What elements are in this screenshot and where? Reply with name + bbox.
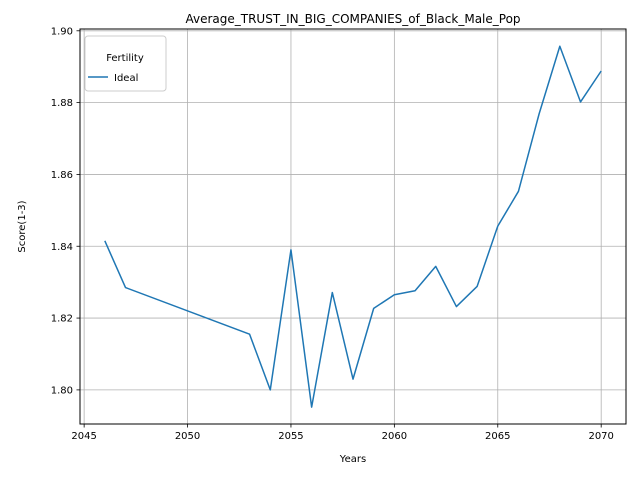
y-tick-label: 1.84	[51, 242, 73, 253]
plot-area-frame	[79, 28, 627, 425]
chart-title: Average_TRUST_IN_BIG_COMPANIES_of_Black_…	[185, 12, 520, 26]
legend: Fertility Ideal	[84, 35, 167, 92]
y-tick-label: 1.88	[51, 98, 73, 109]
x-tick-label: 2050	[175, 431, 200, 442]
y-tick-label: 1.82	[51, 314, 73, 325]
legend-title: Fertility	[106, 53, 144, 64]
x-tick-label: 2065	[485, 431, 510, 442]
series-layer	[104, 45, 602, 408]
series-line-ideal	[104, 45, 602, 408]
x-tick-label: 2055	[278, 431, 303, 442]
y-tick-label: 1.80	[51, 385, 73, 396]
y-axis-ticks: 1.80 1.82 1.84 1.86 1.88 1.90	[51, 26, 80, 396]
legend-entry-ideal: Ideal	[114, 73, 138, 84]
x-tick-label: 2045	[71, 431, 96, 442]
y-tick-label: 1.90	[51, 26, 73, 37]
y-tick-label: 1.86	[51, 170, 73, 181]
x-axis-label: Years	[339, 454, 366, 465]
grid-lines	[80, 29, 626, 424]
x-tick-label: 2070	[588, 431, 613, 442]
x-tick-label: 2060	[382, 431, 407, 442]
x-axis-ticks: 2045 2050 2055 2060 2065 2070	[71, 424, 614, 442]
y-axis-label: Score(1-3)	[17, 200, 28, 252]
